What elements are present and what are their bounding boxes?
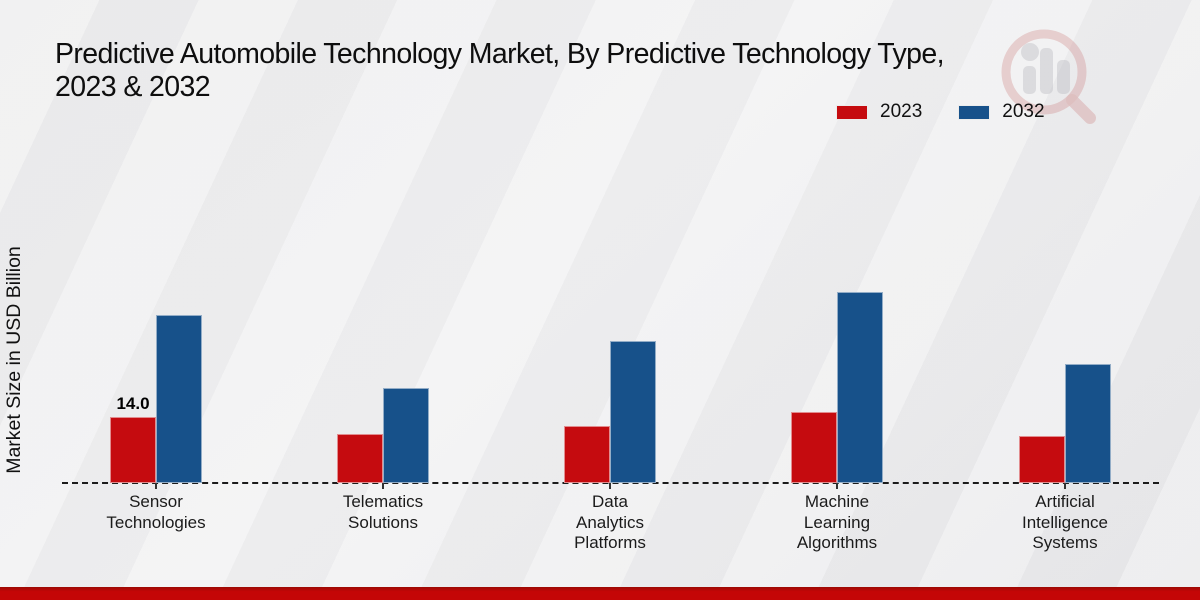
bar-2023-telematics-solutions — [337, 433, 383, 483]
x-axis-tick — [609, 483, 611, 489]
bar-value-label: 14.0 — [116, 394, 150, 413]
x-axis-tick — [1064, 483, 1066, 489]
chart-title: Predictive Automobile Technology Market,… — [55, 38, 945, 103]
category-label-telematics-solutions: Telematics Solutions — [342, 492, 424, 532]
magnifier-bar-chart-logo-icon — [1001, 29, 1096, 124]
x-axis-tick — [155, 483, 157, 489]
bar-2032-data-analytics-platforms — [610, 340, 656, 483]
bar-2032-sensor-technologies — [156, 315, 202, 483]
legend: 2023 2032 — [836, 101, 1045, 123]
bar-2032-artificial-intelligence-systems — [1065, 363, 1111, 483]
category-label-artificial-intelligence-systems: Artificial Intelligence Systems — [1021, 492, 1108, 552]
category-label-machine-learning-algorithms: Machine Learning Algorithms — [796, 492, 878, 552]
x-axis-tick — [382, 483, 384, 489]
legend-label-2032: 2032 — [1002, 101, 1045, 122]
footer-brand-bar — [0, 587, 1200, 600]
bar-2023-artificial-intelligence-systems — [1019, 436, 1065, 483]
category-label-data-analytics-platforms: Data Analytics Platforms — [574, 492, 646, 552]
legend-swatch-2032 — [958, 104, 991, 120]
legend-item-2032: 2032 — [958, 101, 1045, 123]
bar-2023-data-analytics-platforms — [564, 426, 610, 483]
bar-2023-machine-learning-algorithms — [791, 411, 837, 483]
legend-swatch-2023 — [836, 104, 868, 120]
bar-2032-telematics-solutions — [383, 387, 429, 483]
bar-2032-machine-learning-algorithms — [837, 292, 883, 483]
category-label-sensor-technologies: Sensor Technologies — [106, 492, 206, 532]
bar-2023-sensor-technologies — [110, 417, 156, 483]
x-axis-tick — [836, 483, 838, 489]
legend-item-2023: 2023 — [836, 101, 922, 123]
legend-label-2023: 2023 — [880, 101, 923, 122]
